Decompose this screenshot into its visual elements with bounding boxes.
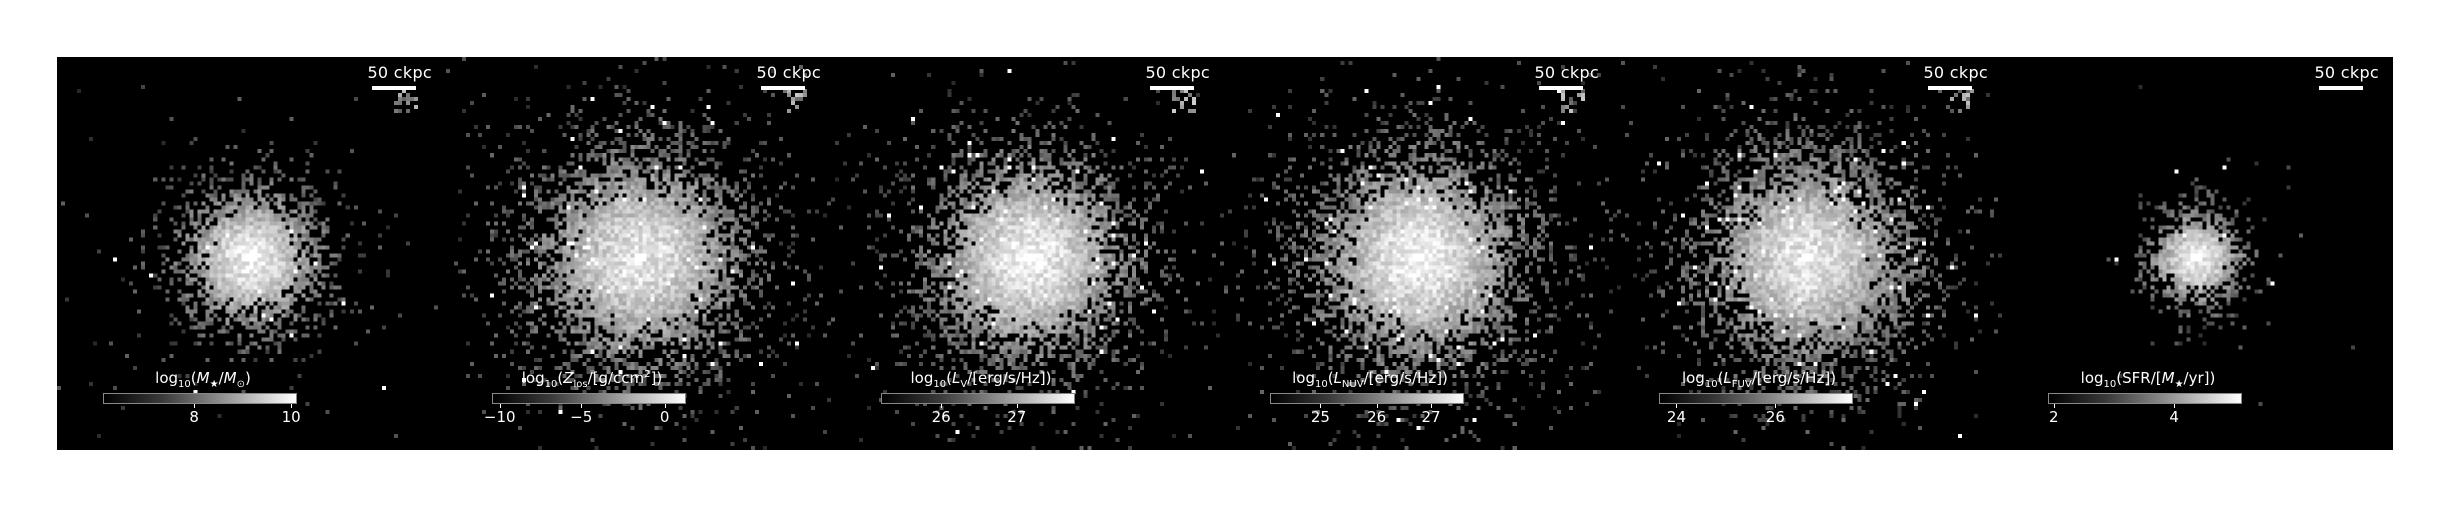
colorbar-tick-label: 27 — [1007, 408, 1027, 426]
map-panel-1: 50 ckpc log10(M★/M⊙) 8 10 — [57, 57, 446, 450]
map-panel-3: 50 ckpc log10(LV/[erg/s/Hz]) 26 27 — [835, 57, 1224, 450]
colorbar-tick — [1376, 404, 1378, 408]
scale-bar — [372, 86, 416, 90]
scale-label: 50 ckpc — [1534, 63, 1599, 82]
colorbar-tick-label: 25 — [1310, 408, 1330, 426]
scale-label: 50 ckpc — [756, 63, 821, 82]
colorbar-tick-label: 24 — [1666, 408, 1686, 426]
colorbar-tick-label: 26 — [1765, 408, 1785, 426]
colorbar-tick — [499, 404, 501, 408]
map-panel-2: 50 ckpc log10(Zlos/[g/ccm2]) −10 −5 0 — [446, 57, 835, 450]
scale-bar — [1150, 86, 1194, 90]
colorbar-tick-label: −5 — [570, 408, 593, 426]
colorbar-tick — [194, 404, 196, 408]
colorbar-title: log10(LFUV/[erg/s/Hz]) — [1681, 369, 1837, 390]
colorbar-title: log10(LNUV/[erg/s/Hz]) — [1292, 369, 1448, 390]
colorbar-tick — [1431, 404, 1433, 408]
colorbar-tick-label: −10 — [483, 408, 516, 426]
pixel-map — [446, 57, 835, 450]
colorbar-title: log10(M★/M⊙) — [155, 369, 251, 390]
map-panel-4: 50 ckpc log10(LNUV/[erg/s/Hz]) 25 26 27 — [1224, 57, 1613, 450]
scale-bar — [1539, 86, 1583, 90]
pixel-map — [1224, 57, 1613, 450]
colorbar-tick-label: 26 — [931, 408, 951, 426]
scale-bar — [1928, 86, 1972, 90]
colorbar-tick — [2053, 404, 2055, 408]
colorbar — [2048, 393, 2242, 404]
colorbar-tick-label: 0 — [659, 408, 670, 426]
scale-label: 50 ckpc — [2314, 63, 2379, 82]
colorbar-tick — [1320, 404, 1322, 408]
colorbar-tick-label: 8 — [189, 408, 199, 426]
colorbar — [492, 393, 686, 404]
colorbar-tick-label: 10 — [281, 408, 301, 426]
colorbar — [1270, 393, 1464, 404]
scale-bar — [2319, 86, 2363, 90]
pixel-map — [835, 57, 1224, 450]
colorbar-title: log10(SFR/[M★/yr]) — [2080, 369, 2216, 390]
pixel-map — [57, 57, 446, 450]
map-strip: 50 ckpc log10(M★/M⊙) 8 10 50 ckpc log10(Zlos/… — [57, 57, 2393, 450]
map-panel-5: 50 ckpc log10(LFUV/[erg/s/Hz]) 24 26 — [1613, 57, 2002, 450]
colorbar-tick — [941, 404, 943, 408]
colorbar-tick-label: 26 — [1367, 408, 1387, 426]
colorbar-tick — [1676, 404, 1678, 408]
colorbar-tick — [2174, 404, 2176, 408]
colorbar-tick — [1016, 404, 1018, 408]
colorbar-title: log10(LV/[erg/s/Hz]) — [910, 369, 1052, 390]
colorbar — [881, 393, 1075, 404]
colorbar-tick — [1775, 404, 1777, 408]
colorbar-tick — [581, 404, 583, 408]
scale-label: 50 ckpc — [1923, 63, 1988, 82]
pixel-map — [1613, 57, 2002, 450]
map-panel-6: 50 ckpc log10(SFR/[M★/yr]) 2 4 — [2002, 57, 2393, 450]
colorbar — [103, 393, 297, 404]
colorbar-title: log10(Zlos/[g/ccm2]) — [521, 369, 663, 390]
colorbar-tick-label: 4 — [2169, 408, 2179, 426]
colorbar — [1659, 393, 1853, 404]
colorbar-tick — [664, 404, 666, 408]
scale-label: 50 ckpc — [1145, 63, 1210, 82]
pixel-map — [2002, 57, 2391, 450]
colorbar-tick-label: 2 — [2049, 408, 2059, 426]
colorbar-tick — [291, 404, 293, 408]
scale-label: 50 ckpc — [367, 63, 432, 82]
scale-bar — [761, 86, 805, 90]
colorbar-tick-label: 27 — [1421, 408, 1441, 426]
